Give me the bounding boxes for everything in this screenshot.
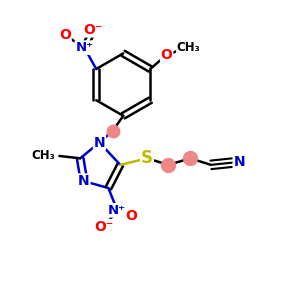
Text: N: N <box>233 155 245 170</box>
Text: O⁻: O⁻ <box>84 23 103 37</box>
Text: CH₃: CH₃ <box>177 40 200 53</box>
Text: O: O <box>126 209 137 223</box>
Text: CH₃: CH₃ <box>31 149 55 162</box>
Text: N⁺: N⁺ <box>108 204 126 217</box>
Text: N: N <box>94 136 105 150</box>
Text: O: O <box>161 48 172 62</box>
Text: S: S <box>141 149 153 167</box>
Text: O⁻: O⁻ <box>94 220 114 234</box>
Text: N⁺: N⁺ <box>75 41 93 54</box>
Text: N: N <box>78 174 90 188</box>
Text: O: O <box>59 28 71 42</box>
